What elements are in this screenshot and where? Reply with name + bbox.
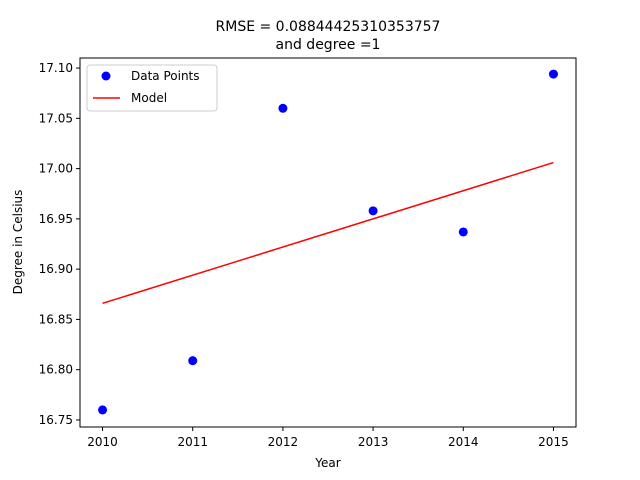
legend-label-data-points: Data Points bbox=[131, 69, 200, 83]
data-point bbox=[548, 69, 558, 79]
chart-title-line2: and degree =1 bbox=[276, 37, 381, 53]
y-tick-label: 16.85 bbox=[39, 312, 73, 326]
x-tick-label: 2010 bbox=[87, 435, 118, 449]
y-tick-label: 16.95 bbox=[39, 212, 73, 226]
plot-area bbox=[98, 69, 558, 415]
y-axis-label: Degree in Celsius bbox=[11, 190, 25, 295]
y-tick-label: 17.10 bbox=[39, 61, 73, 75]
data-point bbox=[278, 103, 288, 113]
chart-title-line1: RMSE = 0.08844425310353757 bbox=[216, 19, 441, 35]
y-tick-label: 16.75 bbox=[39, 413, 73, 427]
legend: Data Points Model bbox=[86, 64, 218, 112]
axes-frame bbox=[79, 57, 577, 428]
data-point bbox=[98, 405, 108, 415]
y-tick-label: 16.80 bbox=[39, 363, 73, 377]
legend-marker-data-points bbox=[101, 71, 111, 81]
x-tick-label: 2011 bbox=[177, 435, 208, 449]
y-tick-label: 16.90 bbox=[39, 262, 73, 276]
data-point bbox=[188, 356, 198, 366]
legend-box bbox=[86, 64, 218, 112]
x-axis-label: Year bbox=[314, 456, 340, 470]
axes: 2010 2011 2012 2013 2014 2015 16.75 16.80 16.85 1… bbox=[39, 57, 577, 449]
series-line-model bbox=[102, 161, 554, 305]
legend-label-model: Model bbox=[131, 91, 167, 105]
x-tick-label: 2012 bbox=[268, 435, 299, 449]
x-tick-label: 2014 bbox=[448, 435, 479, 449]
x-tick-label: 2013 bbox=[358, 435, 389, 449]
data-point bbox=[458, 227, 468, 237]
y-tick-label: 17.05 bbox=[39, 111, 73, 125]
data-point bbox=[368, 206, 378, 216]
x-tick-label: 2015 bbox=[538, 435, 569, 449]
y-tick-label: 17.00 bbox=[39, 162, 73, 176]
